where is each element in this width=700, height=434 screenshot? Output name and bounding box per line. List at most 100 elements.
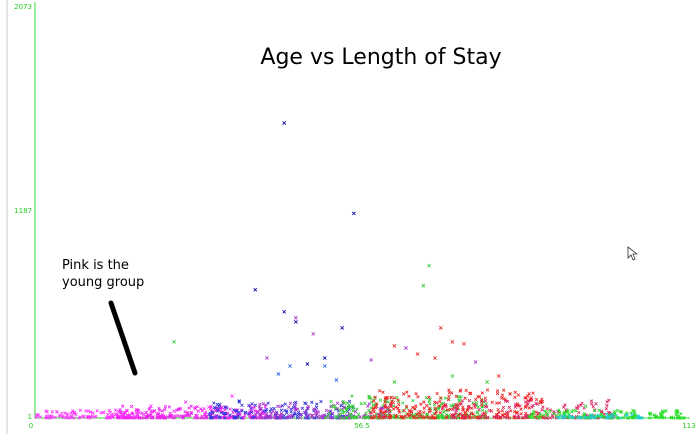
cloud-point	[528, 398, 533, 402]
cloud-point	[565, 410, 569, 414]
cloud-point	[495, 401, 499, 405]
cloud-point	[372, 399, 376, 403]
cloud-point	[604, 407, 609, 411]
cloud-point	[88, 410, 93, 414]
cloud-point	[526, 402, 530, 406]
cloud-point	[507, 405, 512, 410]
cloud-point	[453, 416, 458, 420]
cloud-point	[468, 391, 472, 396]
cloud-point	[500, 393, 505, 397]
cloud-point	[50, 410, 55, 414]
cloud-point	[314, 405, 319, 410]
cloud-point	[267, 415, 271, 419]
cloud-point	[152, 409, 157, 413]
cloud-point	[589, 399, 594, 403]
cloud-point	[454, 408, 459, 413]
cloud-point	[560, 414, 565, 418]
data-point	[322, 364, 327, 368]
cloud-point	[130, 411, 134, 416]
data-point	[305, 362, 310, 366]
cloud-point	[226, 416, 230, 420]
cloud-point	[146, 413, 150, 417]
cloud-point	[527, 406, 531, 410]
cloud-point	[469, 406, 474, 410]
cloud-point	[447, 394, 451, 399]
cloud-point	[147, 407, 151, 412]
annotation-line-2: young group	[62, 275, 144, 290]
cloud-point	[446, 408, 451, 412]
cloud-point	[496, 407, 500, 412]
cloud-point	[563, 415, 567, 419]
cloud-point	[223, 411, 227, 416]
cloud-point	[175, 408, 179, 412]
cloud-point	[501, 413, 505, 417]
data-point	[149, 404, 153, 409]
cloud-point	[341, 416, 345, 420]
cloud-point	[136, 408, 141, 413]
cloud-point	[273, 416, 278, 420]
cloud-point	[363, 401, 367, 406]
cloud-point	[454, 402, 458, 407]
cloud-point	[535, 402, 540, 406]
cloud-point	[276, 404, 280, 408]
cloud-point	[481, 412, 485, 416]
cloud-point	[189, 404, 193, 408]
data-point	[230, 394, 234, 398]
cloud-point	[155, 412, 159, 417]
data-point	[438, 325, 443, 330]
cloud-point	[485, 415, 490, 420]
cloud-point	[611, 415, 615, 419]
cloud-point	[561, 405, 566, 409]
cloud-point	[369, 396, 373, 401]
cloud-point	[618, 416, 623, 420]
x-tick-label-right: 113	[682, 422, 695, 430]
x-tick-label-left: 0	[29, 422, 33, 430]
cloud-point	[168, 414, 172, 418]
cloud-point	[157, 406, 161, 411]
cloud-point	[115, 415, 120, 419]
cloud-point	[681, 416, 685, 420]
cloud-point	[675, 416, 680, 420]
data-point	[172, 340, 176, 344]
cloud-point	[484, 402, 488, 406]
cloud-point	[328, 416, 333, 420]
cloud-point	[392, 396, 397, 400]
cloud-point	[618, 410, 623, 414]
cloud-point	[477, 408, 481, 412]
cloud-point	[347, 405, 351, 410]
cloud-point	[402, 408, 406, 413]
cloud-point	[396, 406, 400, 410]
cloud-point	[462, 416, 466, 420]
cloud-point	[545, 407, 549, 411]
cloud-point	[367, 402, 372, 406]
cloud-point	[428, 397, 432, 401]
cloud-point	[679, 412, 683, 416]
cloud-point	[588, 416, 592, 420]
data-point	[160, 412, 165, 417]
cloud-point	[444, 415, 448, 419]
cloud-point	[475, 415, 479, 420]
cloud-point	[249, 406, 253, 411]
cloud-point	[259, 416, 264, 420]
cloud-point	[459, 402, 463, 406]
cloud-point	[480, 408, 485, 413]
cloud-point	[329, 399, 333, 404]
data-point	[218, 408, 223, 413]
cloud-point	[315, 402, 319, 406]
cloud-point	[400, 416, 404, 420]
cloud-point	[183, 410, 187, 414]
cloud-point	[535, 415, 540, 419]
cloud-point	[313, 416, 317, 420]
cloud-point	[310, 413, 315, 418]
cloud-point	[303, 401, 307, 405]
cloud-point	[223, 405, 227, 409]
data-point	[276, 372, 281, 376]
cloud-point	[279, 416, 283, 420]
cloud-point	[583, 412, 587, 416]
cloud-point	[303, 410, 307, 415]
cloud-point	[440, 414, 445, 418]
cloud-point	[233, 416, 238, 420]
cloud-point	[340, 416, 344, 420]
cloud-point	[516, 415, 520, 420]
cloud-point	[372, 416, 376, 420]
